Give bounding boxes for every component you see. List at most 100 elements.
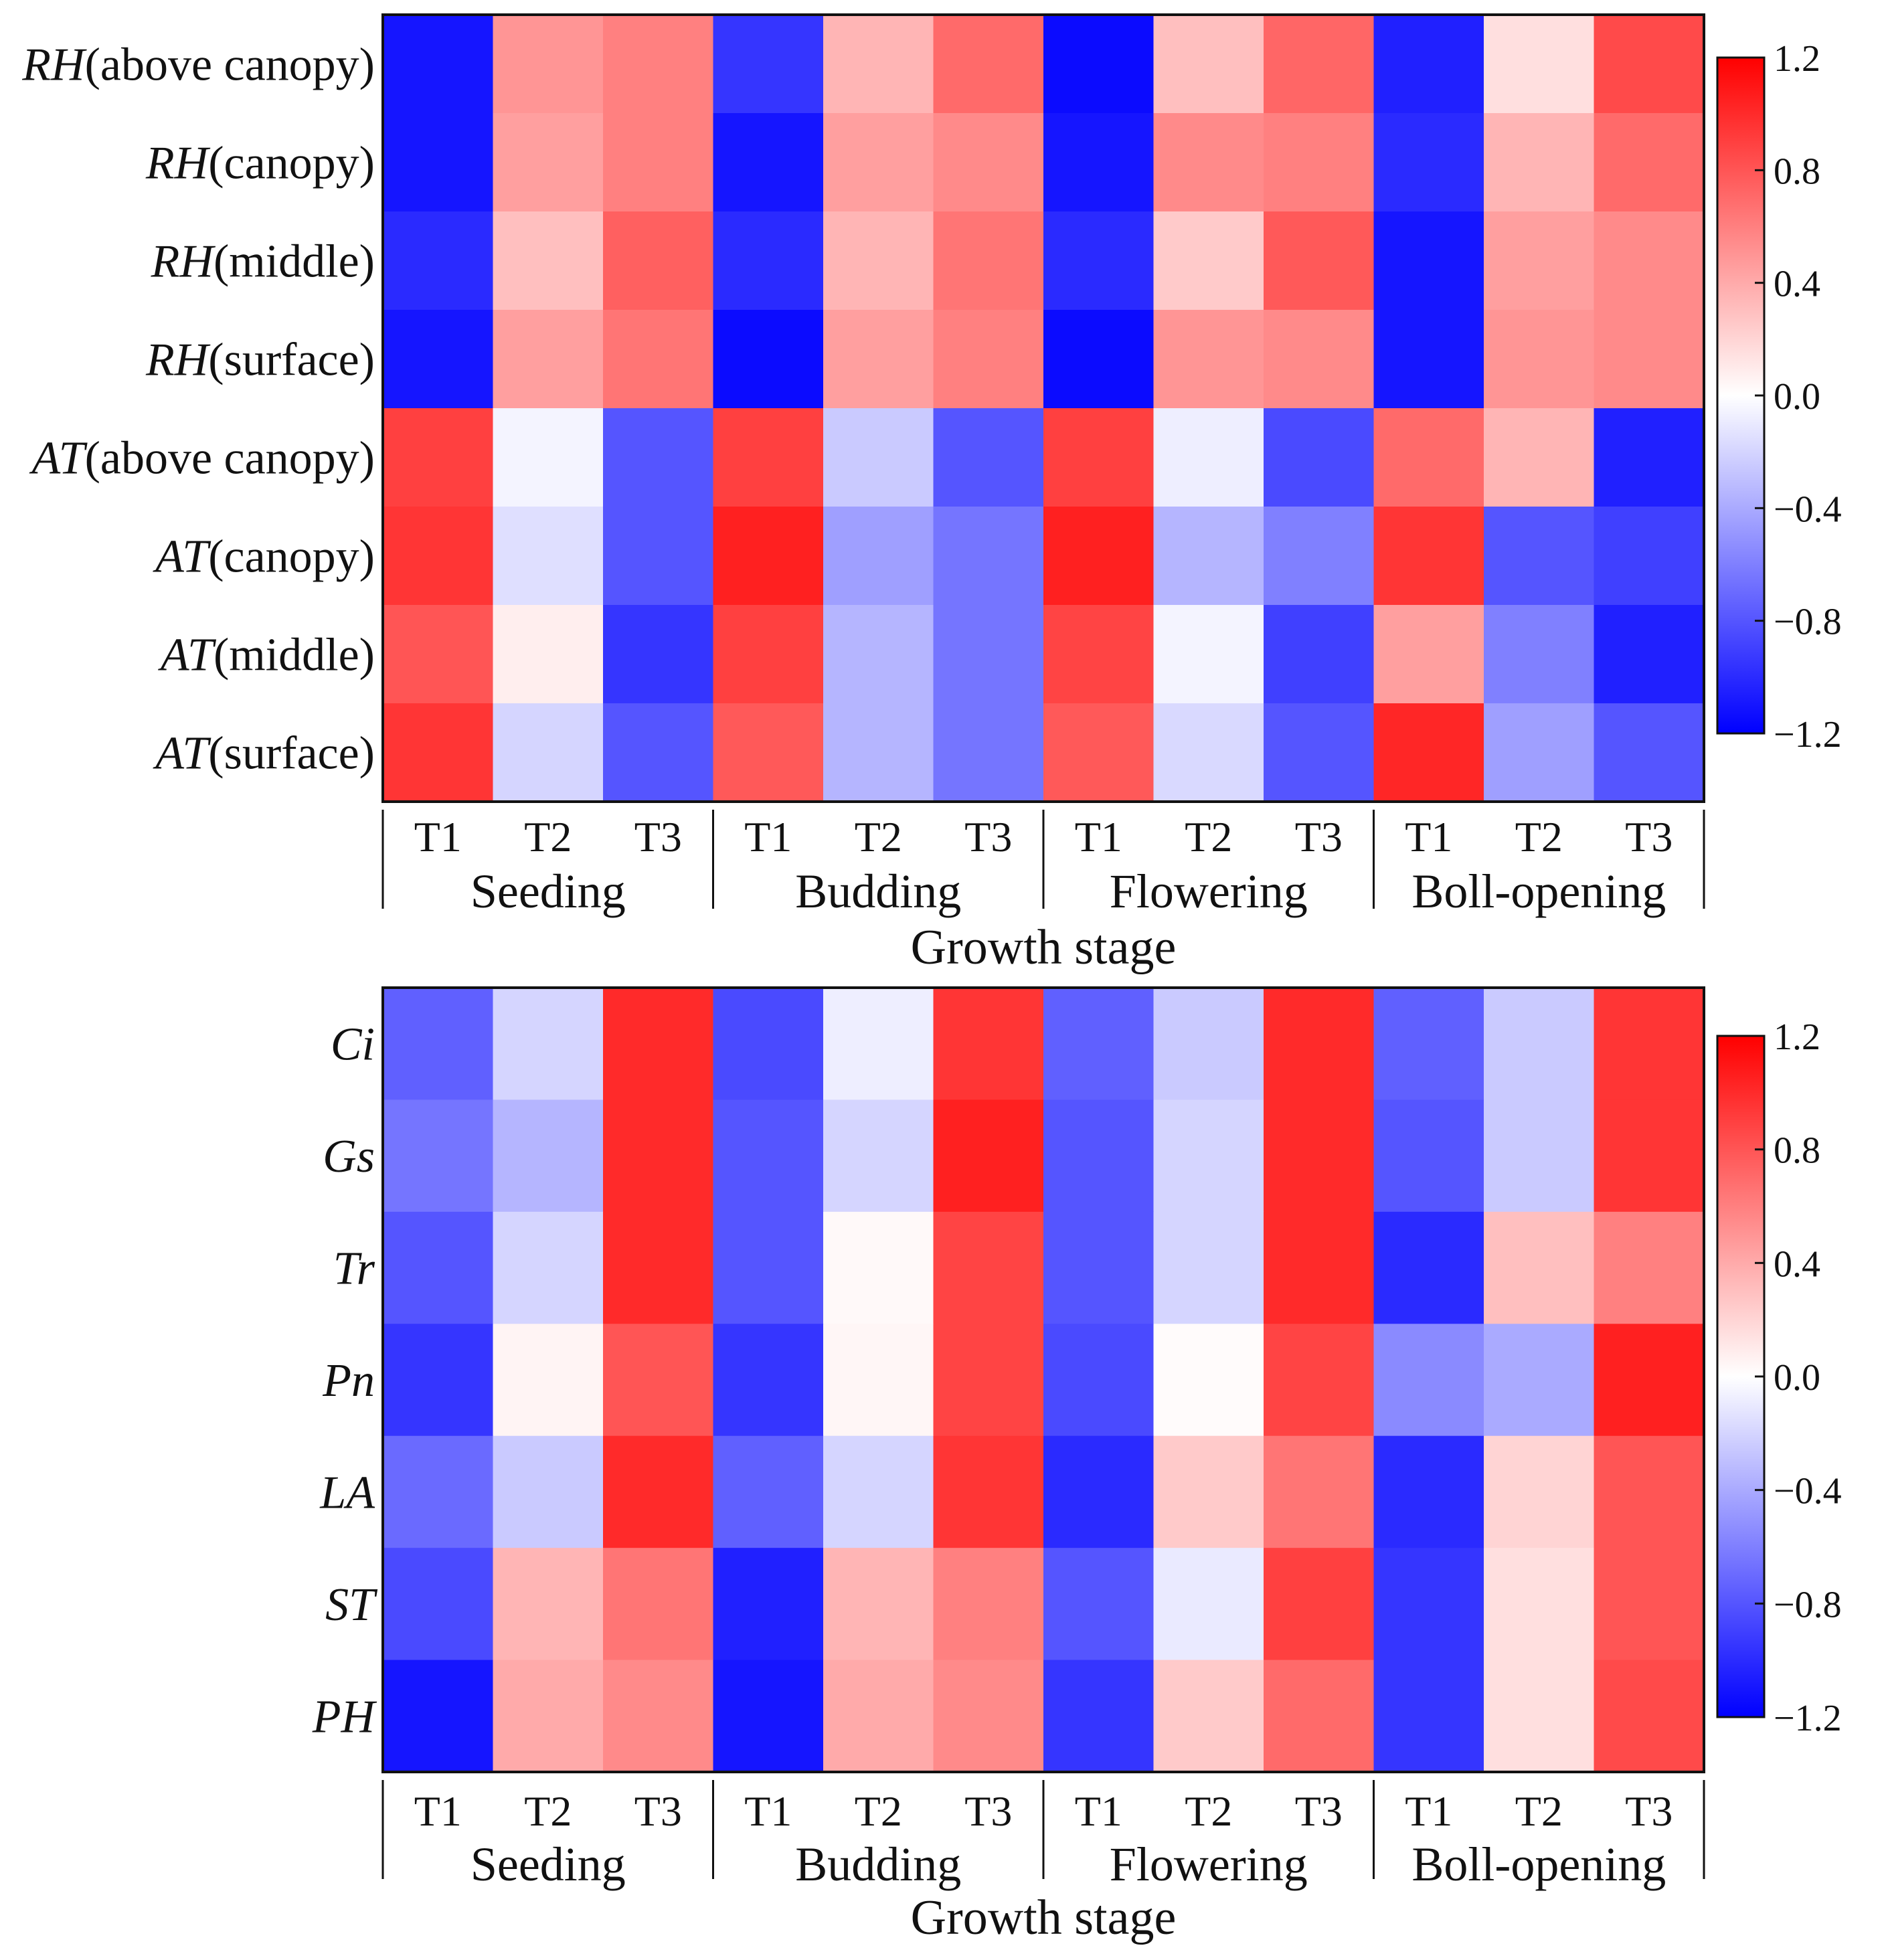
heatmap-cell [933,1548,1044,1661]
heatmap-cell [1153,1099,1264,1213]
heatmap-cell [493,1548,604,1661]
heatmap-cell [493,310,604,409]
heatmap-cell [823,703,934,802]
row-label-variable: Gs [323,1131,375,1182]
heatmap-cell [603,408,714,507]
heatmap-cell [383,408,494,507]
heatmap-cell [493,15,604,114]
heatmap-cell [1373,1324,1484,1437]
colorbar-tick-label: −1.2 [1774,1698,1842,1739]
heatmap-cell [383,605,494,704]
heatmap-cell [1594,408,1705,507]
row-label-variable: AT [158,630,217,681]
heatmap-cell [383,1324,494,1437]
colorbar-tick-label: 1.2 [1774,38,1820,80]
row-label-variable: RH [21,39,87,91]
heatmap-cell [1264,211,1375,310]
row-label: Ci [331,1019,375,1071]
heatmap-cell [713,988,824,1101]
heatmap-cell [603,507,714,606]
treatment-tick-label: T2 [855,813,902,861]
heatmap-cell [823,1211,934,1324]
heatmap-cell [1264,1099,1375,1213]
heatmap-cell [493,988,604,1101]
x-axis-title: Growth stage [911,1890,1177,1945]
heatmap-cell [1594,15,1705,114]
heatmap-cell [933,1660,1044,1773]
heatmap-cell [383,703,494,802]
heatmap-cell [493,211,604,310]
heatmap-cell [1373,310,1484,409]
heatmap-cell [823,1324,934,1437]
heatmap-cell [603,1548,714,1661]
treatment-tick-label: T3 [634,813,682,861]
heatmap-cell [1043,605,1154,704]
row-label: Gs [323,1131,375,1182]
treatment-tick-label: T2 [855,1787,902,1835]
heatmap-cell [823,1660,934,1773]
heatmap-cell [1484,1324,1595,1437]
row-label-qualifier: (surface) [208,335,375,386]
heatmap-cell [1594,1435,1705,1548]
heatmap-cell [933,113,1044,212]
heatmap-cell [933,310,1044,409]
heatmap-cell [1484,113,1595,212]
row-label: AT(canopy) [153,531,375,583]
heatmap-cell [1153,988,1264,1101]
heatmap-cell [1264,1548,1375,1661]
heatmap-cell [1043,211,1154,310]
heatmap-cell [1373,1211,1484,1324]
heatmap-cell [1153,113,1264,212]
heatmap-cell [1484,1548,1595,1661]
row-label-variable: Tr [333,1243,375,1295]
row-label-variable: RH [145,335,211,386]
treatment-tick-label: T2 [1515,813,1563,861]
heatmap-cell [933,1099,1044,1213]
heatmap-cell [1484,310,1595,409]
treatment-tick-label: T3 [1295,1787,1343,1835]
treatment-tick-label: T1 [744,813,792,861]
row-label: ST [325,1579,378,1631]
colorbar-tick-label: −1.2 [1774,714,1842,755]
heatmap-cell [823,605,934,704]
heatmap-cell [493,605,604,704]
heatmap-cell [1484,988,1595,1101]
heatmap-cell [823,408,934,507]
heatmap-cell [1153,15,1264,114]
heatmap-cell [933,703,1044,802]
heatmap-cell [1484,1099,1595,1213]
heatmap-cell [1594,1211,1705,1324]
stage-label: Flowering [1110,1838,1308,1891]
heatmap-cell [1043,1660,1154,1773]
heatmap-cell [1264,408,1375,507]
treatment-tick-label: T1 [414,813,462,861]
row-label-variable: RH [145,138,211,189]
colorbar-tick-label: 0.4 [1774,1243,1820,1285]
heatmap-cell [1153,1660,1264,1773]
colorbar-tick-label: −0.8 [1774,602,1842,643]
heatmap-cell [1264,113,1375,212]
row-label-variable: AT [153,728,211,780]
plot-frame [381,986,1705,1773]
heatmap-cell [933,605,1044,704]
heatmap-cell [713,1099,824,1213]
heatmap-cell [493,703,604,802]
heatmap-cell [823,15,934,114]
treatment-tick-label: T3 [1625,1787,1673,1835]
heatmap-cell [1153,211,1264,310]
row-label-variable: RH [151,236,216,288]
heatmap-cell [1594,113,1705,212]
heatmap-cell [1373,113,1484,212]
heatmap-cell [383,15,494,114]
heatmap-cell [383,1099,494,1213]
heatmap-cell [1373,408,1484,507]
heatmap-cell [933,1324,1044,1437]
treatment-tick-label: T1 [1405,1787,1452,1835]
heatmap-cell [713,310,824,409]
heatmap-cell [823,211,934,310]
heatmap-cell [713,1548,824,1661]
heatmap-cell [933,1211,1044,1324]
heatmap-cell [713,1324,824,1437]
treatment-tick-label: T2 [1185,813,1232,861]
heatmap-cell [383,113,494,212]
